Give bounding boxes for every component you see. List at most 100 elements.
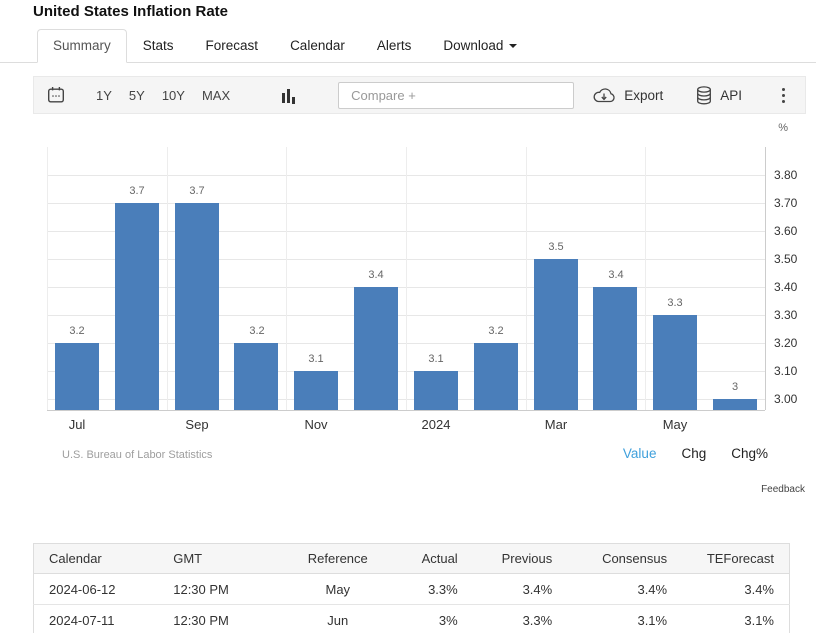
cell-actual: 3.3% bbox=[392, 573, 473, 605]
bar-jun[interactable] bbox=[713, 399, 757, 410]
y-axis-label: 3.60 bbox=[774, 224, 798, 238]
bar-value-label: 3.1 bbox=[308, 353, 324, 365]
gridline-x bbox=[526, 147, 527, 410]
cell-reference: Jun bbox=[282, 604, 393, 633]
cell-consensus: 3.4% bbox=[567, 573, 683, 605]
bar-apr[interactable] bbox=[593, 287, 637, 410]
gridline-x bbox=[406, 147, 407, 410]
x-axis-label: May bbox=[662, 417, 688, 432]
column-header-reference: Reference bbox=[282, 543, 393, 574]
range-max[interactable]: MAX bbox=[201, 87, 231, 103]
column-header-actual: Actual bbox=[392, 543, 473, 574]
more-options-icon[interactable] bbox=[782, 87, 785, 103]
database-icon bbox=[696, 85, 712, 105]
y-axis-label: 3.00 bbox=[774, 392, 798, 406]
tab-forecast[interactable]: Forecast bbox=[190, 29, 275, 63]
inflation-chart: % 3.00 3.10 3.20 3.30 3.40 3.50 3.60 3.70 3.80 3.… bbox=[33, 114, 806, 500]
table-header-row: Calendar GMT Reference Actual Previous Consen… bbox=[33, 543, 790, 574]
bar-value-label: 3.5 bbox=[548, 241, 564, 253]
x-axis-label: Sep bbox=[185, 417, 209, 432]
bar-oct[interactable] bbox=[234, 343, 278, 410]
caret-down-icon bbox=[509, 43, 518, 48]
api-button[interactable]: API bbox=[696, 85, 742, 105]
bar-value-label: 3.2 bbox=[249, 325, 265, 337]
range-10y[interactable]: 10Y bbox=[161, 87, 185, 103]
api-label: API bbox=[720, 87, 742, 103]
x-axis-label: Mar bbox=[544, 417, 568, 432]
bar-aug[interactable] bbox=[115, 203, 159, 410]
cell-teforecast: 3.1% bbox=[682, 604, 790, 633]
tabs: Summary Stats Forecast Calendar Alerts Downlo… bbox=[37, 29, 533, 63]
tab-alerts[interactable]: Alerts bbox=[361, 29, 428, 63]
tab-label: Alerts bbox=[376, 38, 412, 53]
range-5y[interactable]: 5Y bbox=[128, 87, 145, 103]
bar-jan-2024[interactable] bbox=[414, 371, 458, 410]
x-axis-label: Jul bbox=[68, 417, 86, 432]
feedback-link[interactable]: Feedback bbox=[761, 484, 805, 495]
table-row[interactable]: 2024-07-11 12:30 PM Jun 3% 3.3% 3.1% 3.1% bbox=[33, 604, 790, 633]
x-axis-line bbox=[47, 410, 765, 411]
bar-mar[interactable] bbox=[534, 259, 578, 410]
bar-value-label: 3.7 bbox=[129, 185, 145, 197]
toolbar-right: Export API bbox=[592, 85, 785, 105]
tab-bar: Summary Stats Forecast Calendar Alerts Downlo… bbox=[0, 29, 816, 63]
bar-nov[interactable] bbox=[294, 371, 338, 410]
table-row[interactable]: 2024-06-12 12:30 PM May 3.3% 3.4% 3.4% 3.4% bbox=[33, 573, 790, 605]
chart-source: U.S. Bureau of Labor Statistics bbox=[62, 449, 213, 461]
cell-previous: 3.3% bbox=[472, 604, 568, 633]
tab-label: Summary bbox=[53, 38, 111, 53]
column-header-calendar: Calendar bbox=[33, 543, 159, 574]
export-label: Export bbox=[624, 87, 664, 103]
tab-summary[interactable]: Summary bbox=[37, 29, 127, 63]
y-axis-line bbox=[765, 147, 766, 410]
bar-value-label: 3.1 bbox=[428, 353, 444, 365]
calendar-icon[interactable] bbox=[47, 86, 65, 104]
column-header-previous: Previous bbox=[472, 543, 568, 574]
bar-value-label: 3.4 bbox=[368, 269, 384, 281]
view-value[interactable]: Value bbox=[622, 446, 657, 461]
bar-value-label: 3.2 bbox=[69, 325, 85, 337]
bar-sep[interactable] bbox=[175, 203, 219, 410]
y-axis-unit: % bbox=[778, 122, 788, 134]
cell-calendar: 2024-06-12 bbox=[33, 573, 159, 605]
bar-jul[interactable] bbox=[55, 343, 99, 410]
cell-previous: 3.4% bbox=[472, 573, 568, 605]
gridline-x bbox=[286, 147, 287, 410]
export-button[interactable]: Export bbox=[592, 87, 663, 104]
compare-input[interactable] bbox=[338, 81, 575, 109]
x-axis-label: Nov bbox=[304, 417, 328, 432]
y-axis-label: 3.40 bbox=[774, 280, 798, 294]
bar-value-label: 3.4 bbox=[608, 269, 624, 281]
export-cloud-icon bbox=[592, 87, 616, 104]
table-body: 2024-06-12 12:30 PM May 3.3% 3.4% 3.4% 3.4% 202… bbox=[33, 573, 790, 633]
cell-gmt: 12:30 PM bbox=[158, 604, 283, 633]
range-buttons: 1Y 5Y 10Y MAX bbox=[96, 88, 230, 103]
bar-value-label: 3.7 bbox=[189, 185, 205, 197]
range-1y[interactable]: 1Y bbox=[96, 87, 112, 103]
tab-calendar[interactable]: Calendar bbox=[274, 29, 361, 63]
bar-value-label: 3 bbox=[731, 381, 739, 393]
chart-type-icon[interactable] bbox=[282, 87, 296, 104]
cell-calendar: 2024-07-11 bbox=[33, 604, 159, 633]
y-axis-label: 3.20 bbox=[774, 336, 798, 350]
bar-value-label: 3.3 bbox=[667, 297, 683, 309]
tab-label: Forecast bbox=[205, 38, 259, 53]
view-chg[interactable]: Chg bbox=[681, 446, 707, 461]
tab-label: Stats bbox=[142, 38, 174, 53]
y-axis-label: 3.50 bbox=[774, 252, 798, 266]
y-axis-label: 3.70 bbox=[774, 196, 798, 210]
cell-actual: 3% bbox=[392, 604, 473, 633]
gridline-x bbox=[167, 147, 168, 410]
bar-feb[interactable] bbox=[474, 343, 518, 410]
tab-stats[interactable]: Stats bbox=[127, 29, 190, 63]
bar-dec[interactable] bbox=[354, 287, 398, 410]
bar-may[interactable] bbox=[653, 315, 697, 410]
tab-label: Download bbox=[443, 38, 504, 53]
view-chgpct[interactable]: Chg% bbox=[731, 446, 768, 461]
tab-download[interactable]: Download bbox=[427, 29, 533, 63]
page-title: United States Inflation Rate bbox=[33, 3, 229, 20]
y-axis-label: 3.10 bbox=[774, 364, 798, 378]
cell-reference: May bbox=[282, 573, 393, 605]
y-axis-label: 3.80 bbox=[774, 168, 798, 182]
y-axis-label: 3.30 bbox=[774, 308, 798, 322]
